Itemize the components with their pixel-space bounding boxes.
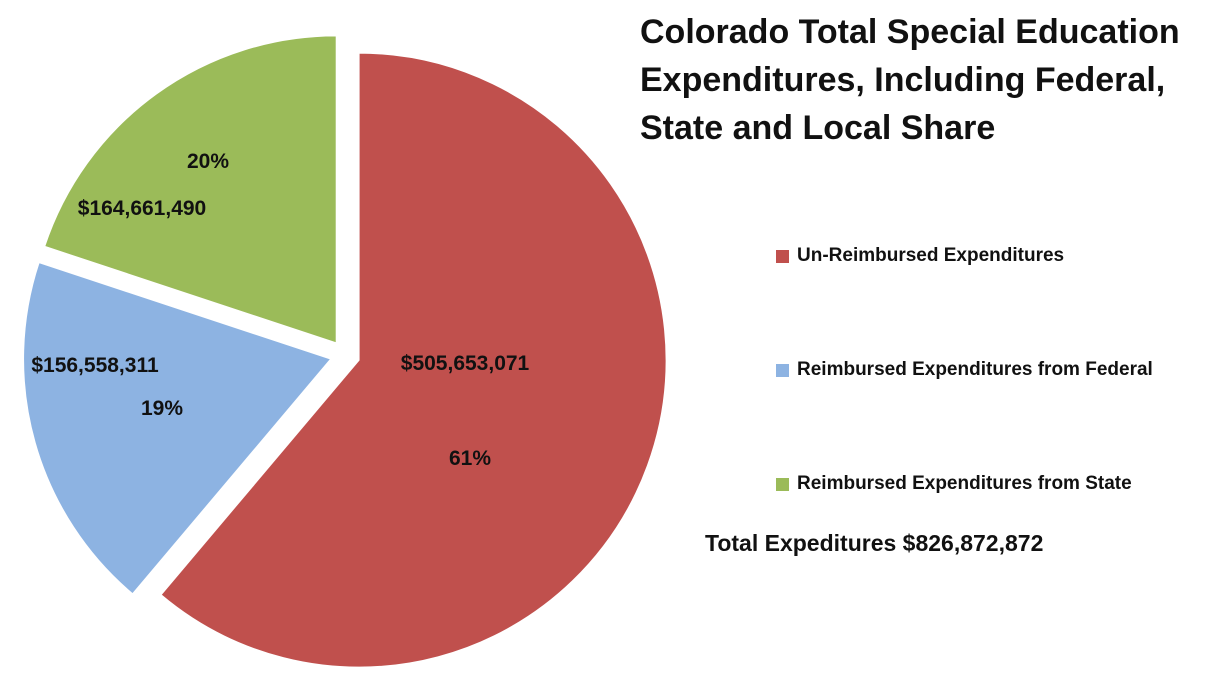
pie-slice-unreimbursed [160,52,667,668]
slice-percent-label-state: 20% [187,150,229,173]
legend-label-unreimbursed: Un-Reimbursed Expenditures [797,245,1065,266]
chart-title-line-1: Colorado Total Special Education [640,13,1180,51]
slice-value-label-unreimbursed: $505,653,071 [401,352,530,375]
pie-slice-state [44,35,337,344]
pie-slice-federal [23,261,332,595]
slice-percent-label-unreimbursed: 61% [449,447,491,470]
legend-item-state: Reimbursed Expenditures from State [776,470,1132,498]
legend-item-unreimbursed: Un-Reimbursed Expenditures [776,242,1064,270]
slice-value-label-state: $164,661,490 [78,197,206,220]
legend-swatch-federal [776,363,789,377]
legend-swatch-state [776,477,789,491]
slice-value-label-federal: $156,558,311 [31,354,159,377]
legend-swatch-unreimbursed [776,249,789,263]
pie-chart: $505,653,071 61% $156,558,311 19% $164,661,4… [23,35,667,668]
chart-title-line-3: State and Local Share [640,109,996,147]
legend-label-federal: Reimbursed Expenditures from Federal [797,359,1153,380]
total-expenditures: Total Expeditures $826,872,872 [705,530,1044,556]
legend-label-state: Reimbursed Expenditures from State [797,473,1132,494]
chart-title: Colorado Total Special Education Expendi… [640,8,1210,152]
chart-title-line-2: Expenditures, Including Federal, [640,61,1166,99]
slice-percent-label-federal: 19% [141,397,183,420]
legend-item-federal: Reimbursed Expenditures from Federal [776,356,1153,384]
